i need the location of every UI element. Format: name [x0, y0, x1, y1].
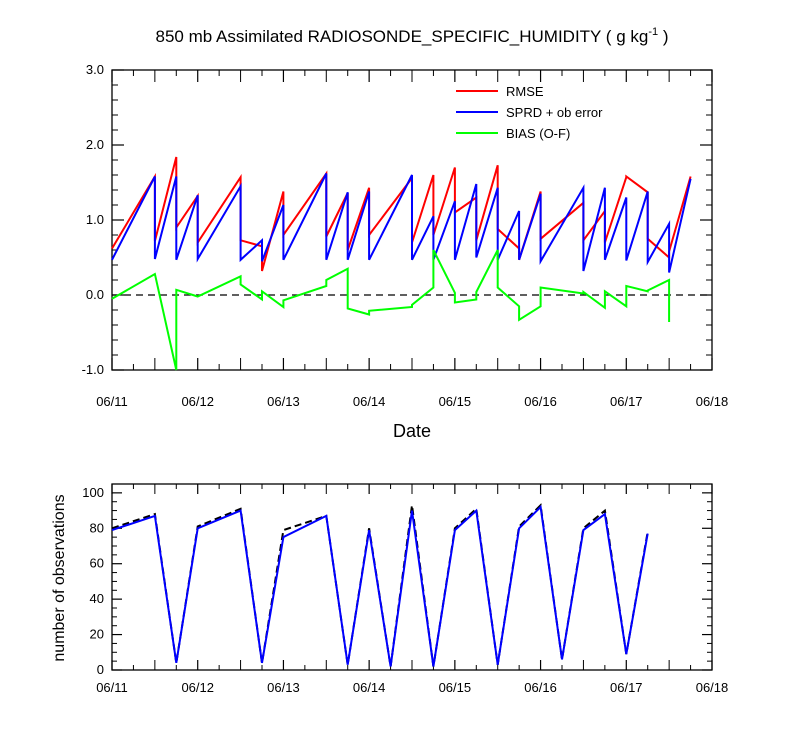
top-chart-title-text: 850 mb Assimilated RADIOSONDE_SPECIFIC_H…: [156, 27, 649, 46]
x-tick-label: 06/16: [524, 680, 557, 695]
x-tick-label: 06/17: [610, 680, 643, 695]
x-tick-label: 06/14: [353, 394, 386, 409]
x-tick-label: 06/17: [610, 394, 643, 409]
legend-label-1: RMSE: [506, 84, 544, 99]
top-plot: 06/11 06/12 06/13 06/14 06/15 06/16 06/17 06/18…: [82, 62, 729, 409]
y-tick-label: 60: [90, 556, 104, 571]
top-chart-title-exp: -1: [648, 26, 658, 38]
top-chart-title-suffix: ): [658, 27, 668, 46]
series-line-2: [111, 173, 692, 273]
x-tick-label: 06/14: [353, 680, 386, 695]
y-tick-label: 100: [82, 485, 104, 500]
legend-label-2: SPRD + ob error: [506, 105, 603, 120]
y-tick-label: 2.0: [86, 137, 104, 152]
x-tick-label: 06/12: [181, 680, 214, 695]
x-tick-label: 06/11: [96, 394, 128, 409]
x-tick-label: 06/18: [696, 680, 729, 695]
top-chart-title: 850 mb Assimilated RADIOSONDE_SPECIFIC_H…: [156, 26, 669, 46]
y-tick-label: 1.0: [86, 212, 104, 227]
top-chart-xlabel: Date: [393, 421, 431, 441]
x-tick-label: 06/15: [439, 680, 472, 695]
x-tick-label: 06/15: [439, 394, 472, 409]
x-tick-label: 06/16: [524, 394, 557, 409]
x-tick-label: 06/13: [267, 394, 300, 409]
y-tick-label: 40: [90, 591, 104, 606]
series-line-1: [111, 503, 649, 667]
x-tick-label: 06/12: [181, 394, 214, 409]
y-tick-label: 0: [97, 662, 104, 677]
y-tick-label: 80: [90, 520, 104, 535]
y-tick-label: 3.0: [86, 62, 104, 77]
legend-label-3: BIAS (O-F): [506, 126, 570, 141]
x-tick-label: 06/18: [696, 394, 729, 409]
series-line-1: [111, 156, 692, 272]
x-tick-label: 06/13: [267, 680, 300, 695]
y-tick-label: 0.0: [86, 287, 104, 302]
bottom-chart-ylabel: number of observations: [51, 494, 68, 661]
series-line-3: [111, 249, 671, 371]
bottom-plot: 06/11 06/12 06/13 06/14 06/15 06/16 06/17 06/18…: [82, 483, 729, 695]
x-tick-label: 06/11: [96, 680, 128, 695]
y-tick-label: -1.0: [82, 362, 104, 377]
y-tick-label: 20: [90, 627, 104, 642]
series-line-2: [111, 504, 649, 667]
